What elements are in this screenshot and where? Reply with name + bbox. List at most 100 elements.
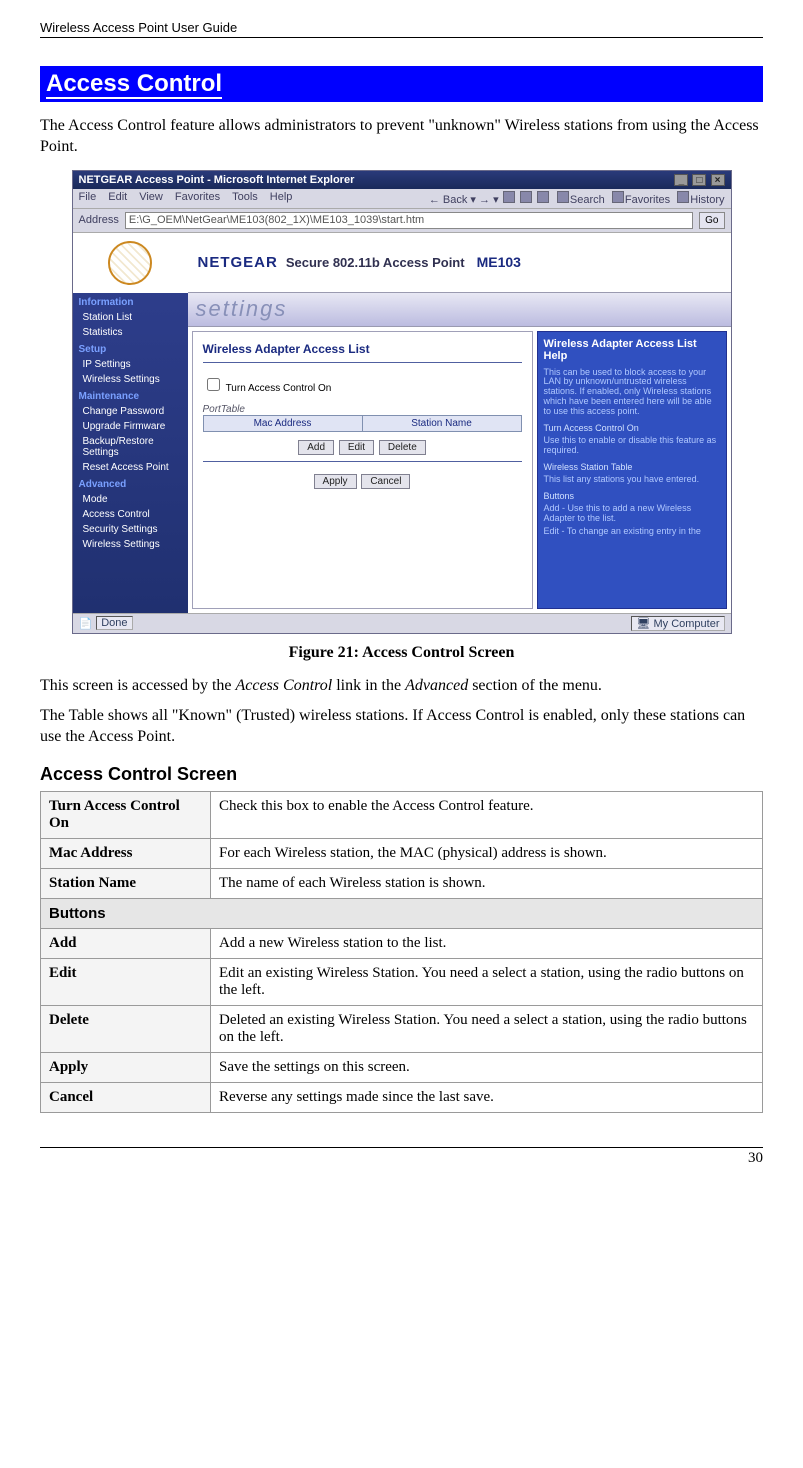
favorites-icon[interactable] bbox=[612, 191, 624, 203]
table-row: Turn Access Control On Check this box to… bbox=[41, 791, 763, 838]
menu-file[interactable]: File bbox=[79, 191, 97, 206]
cancel-button[interactable]: Cancel bbox=[361, 474, 410, 489]
table-row: Edit Edit an existing Wireless Station. … bbox=[41, 958, 763, 1005]
nav-search[interactable]: Search bbox=[570, 194, 605, 206]
sb-upgrade-firmware[interactable]: Upgrade Firmware bbox=[73, 419, 188, 434]
screenshot-figure: NETGEAR Access Point - Microsoft Interne… bbox=[40, 170, 763, 634]
row1-head: Turn Access Control On bbox=[41, 791, 211, 838]
nav-back[interactable]: Back bbox=[443, 194, 467, 206]
intro-paragraph: The Access Control feature allows admini… bbox=[40, 116, 763, 158]
refresh-icon[interactable] bbox=[520, 191, 532, 203]
sb-reset-ap[interactable]: Reset Access Point bbox=[73, 460, 188, 475]
after-p1-a: This screen is accessed by the bbox=[40, 677, 235, 694]
close-icon[interactable]: × bbox=[711, 174, 725, 186]
banner-title: Secure 802.11b Access Point bbox=[286, 255, 465, 270]
help-sh1: Turn Access Control On bbox=[544, 423, 720, 433]
row-buttons-2: Apply Cancel bbox=[203, 474, 522, 489]
help-sh2: Wireless Station Table bbox=[544, 462, 720, 472]
row1-val: Check this box to enable the Access Cont… bbox=[211, 791, 763, 838]
row3-head: Station Name bbox=[41, 868, 211, 898]
help-p4: Add - Use this to add a new Wireless Ada… bbox=[544, 504, 720, 524]
menu-view[interactable]: View bbox=[139, 191, 163, 206]
ie-titlebar: NETGEAR Access Point - Microsoft Interne… bbox=[73, 171, 731, 189]
sb-statistics[interactable]: Statistics bbox=[73, 325, 188, 340]
netgear-logo-icon bbox=[108, 241, 152, 285]
ie-address-bar: Address Go bbox=[73, 209, 731, 233]
ng-main: NETGEAR Secure 802.11b Access Point ME10… bbox=[188, 233, 731, 613]
sb-mode[interactable]: Mode bbox=[73, 492, 188, 507]
row7-head: Apply bbox=[41, 1052, 211, 1082]
history-icon[interactable] bbox=[677, 191, 689, 203]
sb-change-password[interactable]: Change Password bbox=[73, 404, 188, 419]
ie-statusbar: 📄 Done 🖥 My Computer bbox=[73, 613, 731, 633]
after-p1-c: link in the bbox=[332, 677, 405, 694]
help-p3: This list any stations you have entered. bbox=[544, 475, 720, 485]
table-row: Apply Save the settings on this screen. bbox=[41, 1052, 763, 1082]
address-input[interactable] bbox=[125, 212, 693, 229]
after-p1-e: section of the menu. bbox=[468, 677, 602, 694]
ie-window-title: NETGEAR Access Point - Microsoft Interne… bbox=[79, 174, 355, 186]
page-number: 30 bbox=[40, 1150, 763, 1167]
table-row: Add Add a new Wireless station to the li… bbox=[41, 928, 763, 958]
center-rule-1 bbox=[203, 362, 522, 363]
footer-rule bbox=[40, 1147, 763, 1148]
row5-val: Edit an existing Wireless Station. You n… bbox=[211, 958, 763, 1005]
status-zone-text: My Computer bbox=[653, 618, 719, 630]
center-panel: Wireless Adapter Access List Turn Access… bbox=[192, 331, 533, 609]
section-buttons: Buttons bbox=[41, 898, 763, 928]
ie-toolbar-right: ← Back ▾ → ▾ Search Favorites History bbox=[429, 191, 725, 206]
table-row: Cancel Reverse any settings made since t… bbox=[41, 1082, 763, 1112]
sb-adv-wireless[interactable]: Wireless Settings bbox=[73, 537, 188, 552]
edit-button[interactable]: Edit bbox=[339, 440, 374, 455]
turn-access-control-checkbox[interactable] bbox=[207, 378, 220, 391]
sb-section-advanced: Advanced bbox=[73, 475, 188, 492]
go-button[interactable]: Go bbox=[699, 212, 724, 229]
col-station-name: Station Name bbox=[362, 416, 521, 431]
after-p1-d: Advanced bbox=[405, 677, 468, 694]
menu-help[interactable]: Help bbox=[270, 191, 293, 206]
help-p1: This can be used to block access to your… bbox=[544, 368, 720, 417]
row8-head: Cancel bbox=[41, 1082, 211, 1112]
sb-backup-restore[interactable]: Backup/Restore Settings bbox=[73, 434, 188, 460]
status-zone: 🖥 My Computer bbox=[631, 616, 724, 631]
sb-wireless-settings[interactable]: Wireless Settings bbox=[73, 372, 188, 387]
ie-window-controls: _ □ × bbox=[673, 174, 724, 186]
add-button[interactable]: Add bbox=[298, 440, 334, 455]
after-p1: This screen is accessed by the Access Co… bbox=[40, 676, 763, 697]
center-rule-2 bbox=[203, 461, 522, 462]
sb-section-information: Information bbox=[73, 293, 188, 310]
sb-station-list[interactable]: Station List bbox=[73, 310, 188, 325]
row6-val: Deleted an existing Wireless Station. Yo… bbox=[211, 1005, 763, 1052]
row2-val: For each Wireless station, the MAC (phys… bbox=[211, 838, 763, 868]
row4-val: Add a new Wireless station to the list. bbox=[211, 928, 763, 958]
minimize-icon[interactable]: _ bbox=[674, 174, 688, 186]
nav-history[interactable]: History bbox=[690, 194, 724, 206]
sb-security-settings[interactable]: Security Settings bbox=[73, 522, 188, 537]
home-icon[interactable] bbox=[537, 191, 549, 203]
table-row: Delete Deleted an existing Wireless Stat… bbox=[41, 1005, 763, 1052]
menu-edit[interactable]: Edit bbox=[108, 191, 127, 206]
section-title-bar: Access Control bbox=[40, 66, 763, 102]
sb-section-maintenance: Maintenance bbox=[73, 387, 188, 404]
table-section-row: Buttons bbox=[41, 898, 763, 928]
stop-icon[interactable] bbox=[503, 191, 515, 203]
access-control-checkbox-row: Turn Access Control On bbox=[203, 375, 522, 394]
sb-access-control[interactable]: Access Control bbox=[73, 507, 188, 522]
ie-menubar: File Edit View Favorites Tools Help ← Ba… bbox=[73, 189, 731, 209]
maximize-icon[interactable]: □ bbox=[692, 174, 706, 186]
menu-tools[interactable]: Tools bbox=[232, 191, 258, 206]
sb-ip-settings[interactable]: IP Settings bbox=[73, 357, 188, 372]
delete-button[interactable]: Delete bbox=[379, 440, 426, 455]
after-p2: The Table shows all "Known" (Trusted) wi… bbox=[40, 706, 763, 748]
center-heading: Wireless Adapter Access List bbox=[203, 342, 522, 356]
nav-favorites[interactable]: Favorites bbox=[625, 194, 670, 206]
apply-button[interactable]: Apply bbox=[314, 474, 357, 489]
turn-access-control-label: Turn Access Control On bbox=[226, 383, 332, 394]
header-rule bbox=[40, 37, 763, 38]
search-icon[interactable] bbox=[557, 191, 569, 203]
model-text: ME103 bbox=[477, 254, 521, 270]
ng-banner: NETGEAR Secure 802.11b Access Point ME10… bbox=[188, 233, 731, 293]
table-row: Mac Address For each Wireless station, t… bbox=[41, 838, 763, 868]
row4-head: Add bbox=[41, 928, 211, 958]
menu-favorites[interactable]: Favorites bbox=[175, 191, 220, 206]
